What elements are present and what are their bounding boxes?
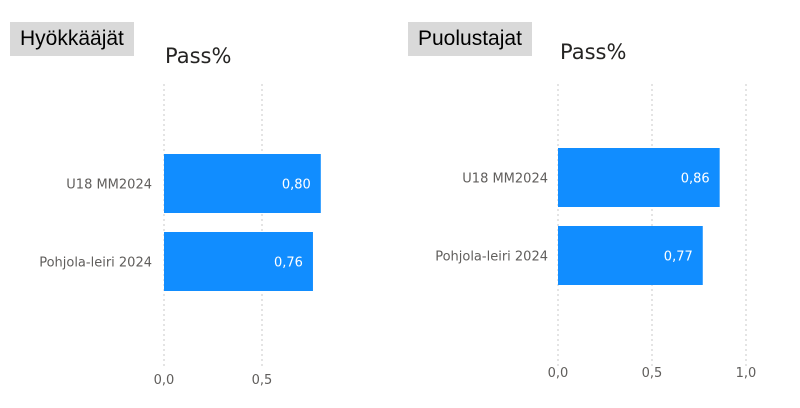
data-label-left-1: 0,76 — [274, 256, 303, 271]
x-tick-label-right-1: 0,5 — [642, 366, 663, 381]
bar-right-0 — [558, 148, 720, 207]
bar-left-1 — [164, 232, 313, 291]
category-label-left-1: Pohjola-leiri 2024 — [39, 256, 152, 271]
panel-label-right: Puolustajat — [408, 22, 532, 56]
chart-title-left: Pass% — [165, 44, 232, 68]
category-label-right-1: Pohjola-leiri 2024 — [435, 250, 548, 265]
category-label-right-0: U18 MM2024 — [462, 172, 548, 187]
x-tick-label-right-0: 0,0 — [548, 366, 569, 381]
panel-label-left: Hyökkääjät — [10, 22, 134, 56]
chart-title-right: Pass% — [560, 40, 627, 64]
category-label-left-0: U18 MM2024 — [66, 178, 152, 193]
x-tick-label-left-0: 0,0 — [154, 373, 175, 388]
data-label-right-1: 0,77 — [664, 250, 693, 265]
x-tick-label-left-1: 0,5 — [252, 373, 273, 388]
bar-right-1 — [558, 226, 703, 285]
x-tick-label-right-2: 1,0 — [736, 366, 757, 381]
data-label-left-0: 0,80 — [282, 178, 311, 193]
data-label-right-0: 0,86 — [681, 172, 710, 187]
bar-left-0 — [164, 154, 321, 213]
